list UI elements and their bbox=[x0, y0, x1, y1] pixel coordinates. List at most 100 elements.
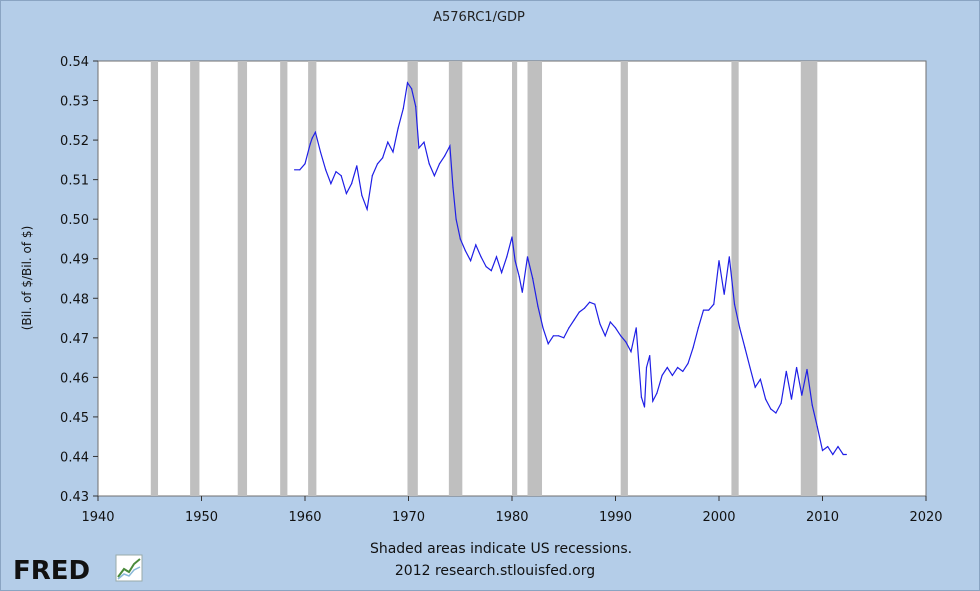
chart-trend-icon bbox=[115, 554, 143, 582]
data-point bbox=[677, 366, 679, 369]
recession-band bbox=[150, 61, 159, 496]
data-point bbox=[645, 366, 648, 369]
data-point bbox=[514, 260, 516, 262]
data-point bbox=[418, 147, 420, 149]
x-tick-label: 1990 bbox=[599, 510, 632, 525]
data-point bbox=[506, 256, 508, 258]
data-point bbox=[754, 386, 756, 388]
data-point bbox=[578, 311, 580, 313]
recession-band bbox=[620, 61, 628, 496]
y-tick-label: 0.44 bbox=[60, 450, 89, 465]
data-point bbox=[563, 337, 565, 339]
data-point bbox=[780, 402, 782, 404]
x-tick-label: 1980 bbox=[495, 510, 528, 525]
x-tick-label: 2020 bbox=[909, 510, 942, 525]
data-point bbox=[311, 137, 313, 139]
y-tick-label: 0.47 bbox=[60, 332, 89, 347]
data-point bbox=[444, 155, 446, 157]
data-point bbox=[739, 327, 741, 329]
data-point bbox=[816, 426, 818, 428]
data-point bbox=[671, 374, 674, 376]
data-point bbox=[330, 183, 332, 185]
data-point bbox=[501, 272, 503, 274]
data-series bbox=[294, 81, 847, 456]
data-point bbox=[568, 327, 570, 329]
data-point bbox=[345, 192, 347, 195]
recession-band bbox=[237, 61, 248, 496]
x-tick-label: 1940 bbox=[81, 510, 114, 525]
data-point bbox=[845, 453, 847, 456]
data-point bbox=[692, 347, 694, 349]
data-point bbox=[428, 163, 430, 165]
data-point bbox=[749, 366, 751, 369]
data-point bbox=[452, 186, 454, 189]
data-point bbox=[661, 374, 663, 376]
recession-note: Shaded areas indicate US recessions. bbox=[370, 541, 632, 557]
axes: 1940 1950 1960 1970 1980 1990 2000 2010 2020 0.43… bbox=[60, 55, 943, 525]
data-point bbox=[304, 163, 306, 165]
data-point bbox=[790, 398, 793, 400]
data-point bbox=[335, 171, 337, 173]
data-point bbox=[718, 260, 720, 262]
data-point bbox=[294, 169, 296, 171]
data-point bbox=[397, 127, 399, 129]
recession-band bbox=[731, 61, 739, 496]
y-tick-label: 0.50 bbox=[60, 213, 89, 228]
data-point bbox=[552, 335, 555, 337]
data-point bbox=[376, 163, 379, 165]
data-point bbox=[604, 335, 606, 337]
data-point bbox=[459, 238, 461, 240]
data-point bbox=[518, 275, 520, 278]
data-point bbox=[806, 368, 808, 371]
x-tick-label: 2010 bbox=[806, 510, 839, 525]
data-point bbox=[821, 449, 824, 452]
data-point bbox=[392, 151, 394, 153]
recession-band bbox=[190, 61, 200, 496]
data-point bbox=[470, 260, 472, 262]
data-point bbox=[526, 256, 529, 258]
data-point bbox=[687, 362, 689, 365]
data-point bbox=[666, 366, 668, 369]
recession-band bbox=[527, 61, 543, 496]
data-point bbox=[635, 327, 637, 329]
y-axis-label: (Bil. of $/Bil. of $) bbox=[20, 226, 34, 331]
data-point bbox=[702, 309, 705, 311]
data-point bbox=[411, 88, 413, 90]
data-point bbox=[402, 107, 404, 110]
data-point bbox=[583, 307, 586, 309]
data-point bbox=[314, 131, 316, 133]
data-point bbox=[614, 327, 617, 329]
data-point bbox=[682, 370, 684, 372]
data-point bbox=[433, 175, 435, 177]
data-point bbox=[785, 370, 787, 372]
data-point bbox=[652, 400, 654, 402]
data-point bbox=[356, 165, 358, 167]
data-point bbox=[480, 256, 482, 258]
data-point bbox=[640, 396, 643, 398]
y-tick-label: 0.43 bbox=[60, 490, 89, 505]
x-tick-label: 1970 bbox=[392, 510, 425, 525]
data-point bbox=[299, 169, 301, 171]
y-tick-label: 0.54 bbox=[60, 55, 89, 70]
data-point bbox=[656, 392, 658, 394]
data-point bbox=[406, 82, 409, 84]
recession-band bbox=[308, 61, 317, 496]
data-point bbox=[351, 183, 353, 185]
y-tick-label: 0.46 bbox=[60, 371, 89, 386]
fred-logo[interactable]: FRED bbox=[13, 554, 143, 586]
data-point bbox=[649, 355, 651, 357]
data-point bbox=[837, 446, 839, 448]
series-line bbox=[294, 81, 847, 456]
data-point bbox=[475, 244, 477, 246]
x-tick-label: 1950 bbox=[185, 510, 218, 525]
data-point bbox=[573, 319, 575, 321]
data-point bbox=[842, 453, 844, 456]
chart-title: A576RC1/GDP bbox=[433, 10, 525, 25]
data-point bbox=[537, 305, 539, 307]
data-point bbox=[449, 145, 451, 147]
data-point bbox=[832, 453, 834, 456]
recession-band bbox=[512, 61, 518, 496]
data-point bbox=[415, 105, 417, 108]
